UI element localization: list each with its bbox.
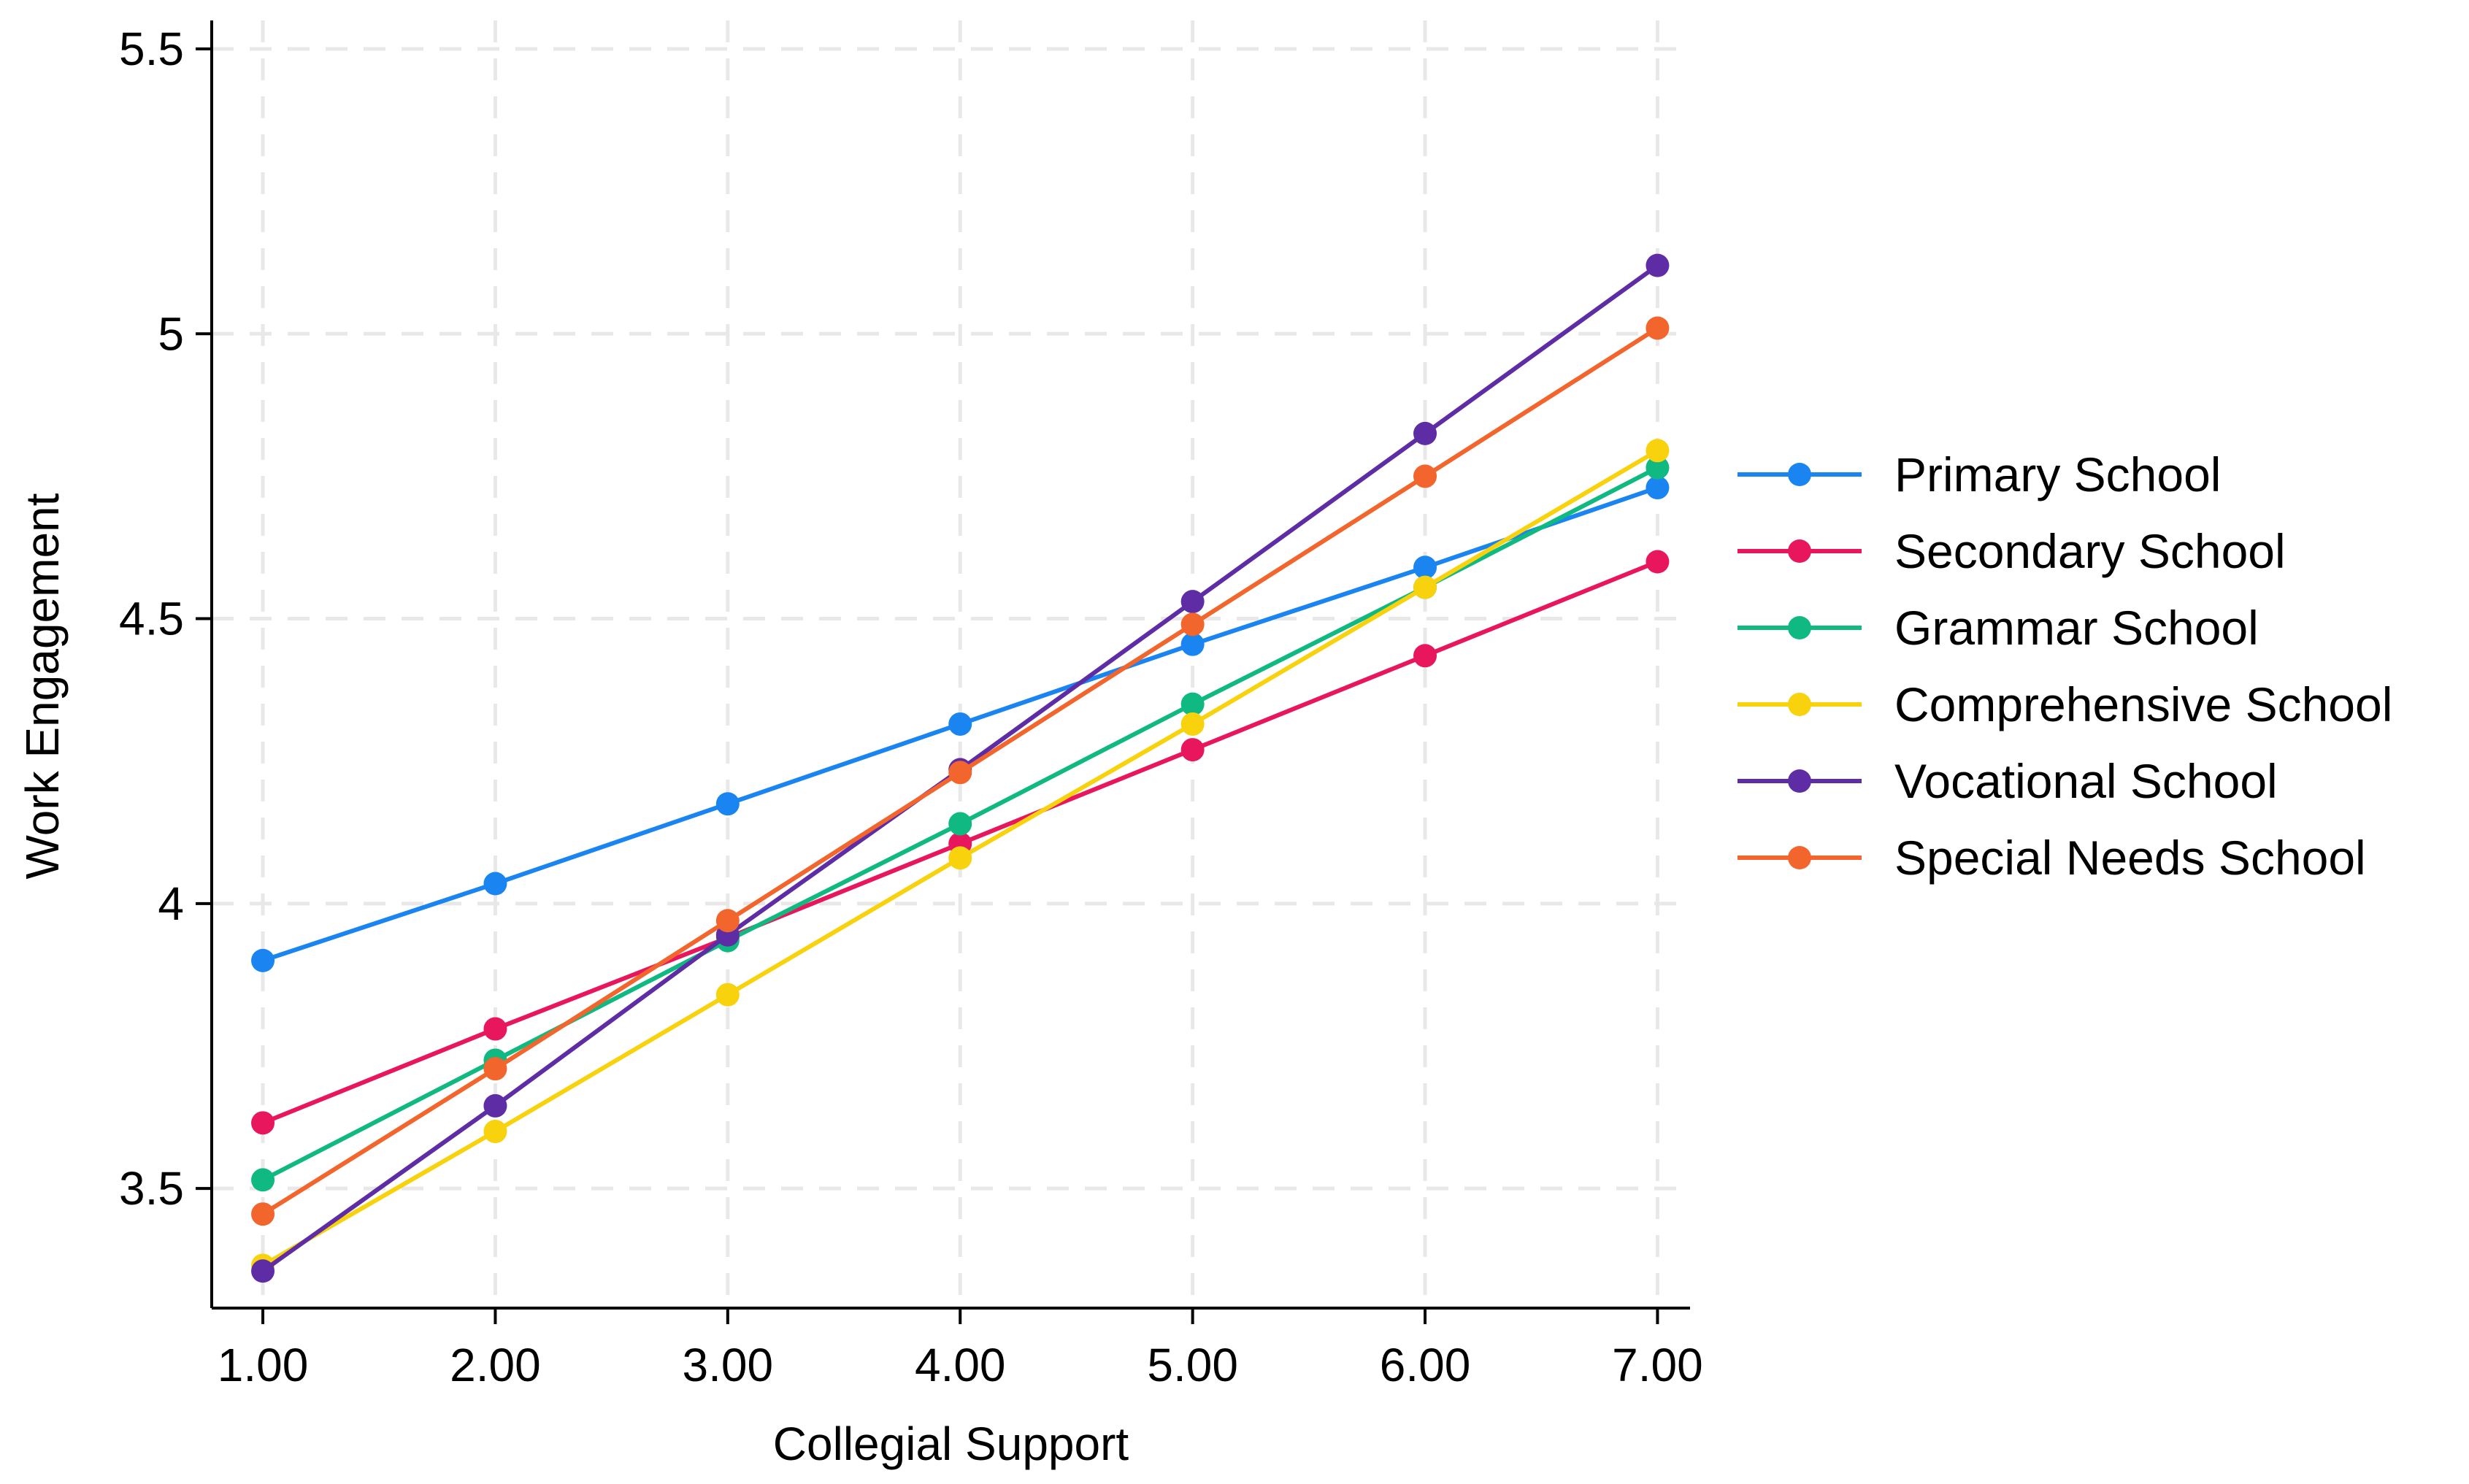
data-point <box>948 761 972 785</box>
series-primary-school <box>251 476 1670 972</box>
legend-swatch-marker <box>1788 463 1811 486</box>
legend-label: Vocational School <box>1894 754 2278 808</box>
legend-label: Grammar School <box>1894 601 2259 655</box>
y-tick-label: 4.5 <box>119 593 184 645</box>
data-point <box>1180 738 1205 762</box>
data-point <box>483 1093 507 1118</box>
data-point <box>715 909 740 933</box>
legend-swatch-marker <box>1788 846 1811 869</box>
data-point <box>948 846 972 870</box>
legend-item: Comprehensive School <box>1737 677 2392 731</box>
data-point <box>483 872 507 896</box>
data-point <box>1413 421 1437 445</box>
data-point <box>251 1259 275 1283</box>
data-point <box>1413 644 1437 668</box>
x-tick-label: 5.00 <box>1147 1339 1238 1391</box>
y-tick-label: 4 <box>158 877 184 930</box>
legend-label: Primary School <box>1894 447 2221 501</box>
data-point <box>251 1202 275 1226</box>
x-tick-label: 6.00 <box>1380 1339 1471 1391</box>
y-axis-title: Work Engagement <box>16 493 69 879</box>
x-tick-label: 1.00 <box>218 1339 309 1391</box>
data-point <box>1646 253 1670 277</box>
data-point <box>1646 476 1670 500</box>
data-point <box>1180 612 1205 637</box>
legend-swatch-marker <box>1788 693 1811 716</box>
x-tick-label: 3.00 <box>683 1339 774 1391</box>
legend-item: Special Needs School <box>1737 831 2366 885</box>
x-axis-title: Collegial Support <box>773 1418 1129 1470</box>
data-point <box>483 1017 507 1041</box>
legend-item: Secondary School <box>1737 524 2286 578</box>
data-point <box>948 812 972 836</box>
data-point <box>251 1168 275 1192</box>
data-point <box>1646 455 1670 480</box>
legend-item: Primary School <box>1737 447 2221 501</box>
data-point <box>483 1120 507 1144</box>
data-point <box>1646 550 1670 574</box>
data-point <box>1413 555 1437 580</box>
legend-label: Special Needs School <box>1894 831 2366 885</box>
legend-swatch-marker <box>1788 539 1811 563</box>
legend-swatch-marker <box>1788 616 1811 639</box>
y-tick-label: 5 <box>158 307 184 360</box>
data-point <box>251 948 275 972</box>
data-point <box>1646 316 1670 340</box>
legend-label: Secondary School <box>1894 524 2286 578</box>
legend-item: Vocational School <box>1737 754 2278 808</box>
data-point <box>1646 439 1670 463</box>
legend-label: Comprehensive School <box>1894 677 2392 731</box>
x-tick-label: 4.00 <box>915 1339 1006 1391</box>
y-tick-label: 3.5 <box>119 1162 184 1215</box>
y-tick-label: 5.5 <box>119 23 184 75</box>
data-point <box>1180 632 1205 656</box>
data-point <box>1180 712 1205 736</box>
data-point <box>1180 692 1205 716</box>
legend-swatch-marker <box>1788 769 1811 793</box>
legend: Primary School Secondary School Grammar Sc… <box>1737 447 2392 885</box>
data-point <box>1413 575 1437 599</box>
data-point <box>483 1057 507 1081</box>
data-point <box>251 1111 275 1135</box>
data-series <box>251 253 1670 1283</box>
gridlines <box>212 20 1690 1308</box>
data-point <box>948 712 972 736</box>
data-point <box>1180 590 1205 614</box>
data-point <box>715 792 740 816</box>
series-special-needs-school <box>251 316 1670 1226</box>
data-point <box>715 983 740 1007</box>
x-tick-label: 2.00 <box>450 1339 541 1391</box>
legend-item: Grammar School <box>1737 601 2259 655</box>
x-tick-label: 7.00 <box>1612 1339 1703 1391</box>
axes: 3.5 4 4.5 5 5.5 1.00 2.00 3.00 4.00 5.00 6.00 7.00 <box>119 20 1703 1391</box>
data-point <box>1413 464 1437 488</box>
